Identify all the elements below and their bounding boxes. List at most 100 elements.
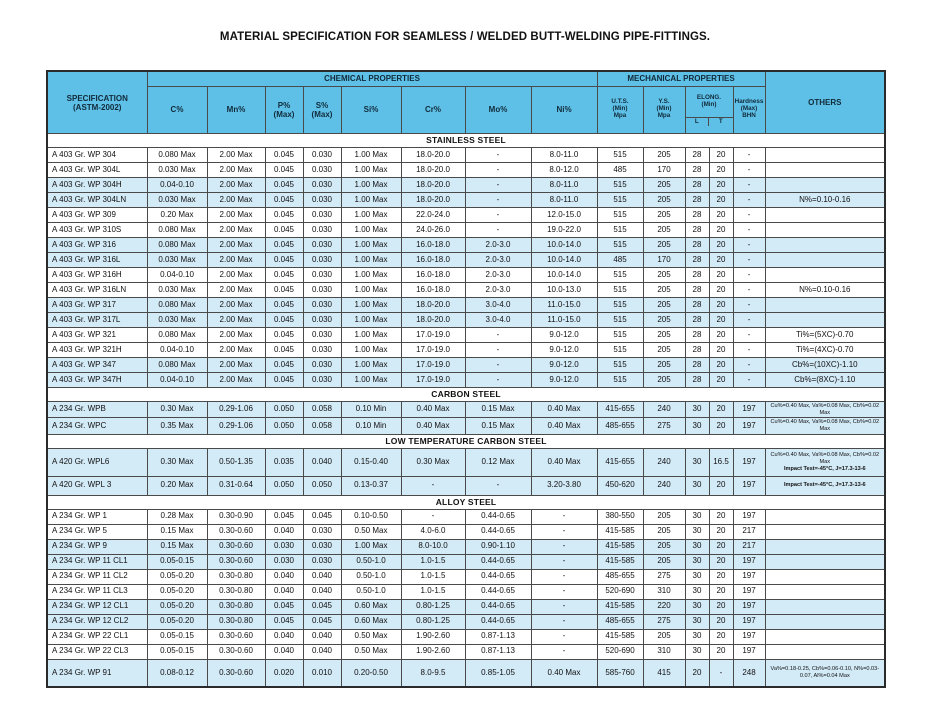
value-cell: -: [464, 372, 532, 389]
value-cell: 0.045: [302, 598, 342, 615]
value-cell: 10.0-14.0: [530, 252, 598, 269]
value-cell: 0.40 Max: [530, 401, 598, 419]
value-cell: 0.045: [302, 613, 342, 630]
spec-cell: A 403 Gr. WP 304H: [46, 177, 148, 194]
value-cell: 0.44-0.65: [464, 553, 532, 570]
header-sub-row: C% Mn% P% (Max) S% (Max) Si% Cr% Mo% Ni%…: [47, 85, 885, 135]
others-cell: [764, 237, 886, 254]
value-cell: 20: [684, 658, 710, 688]
value-cell: 248: [732, 658, 766, 688]
others-cell: N%=0.10-0.16: [764, 192, 886, 209]
value-cell: 16.0-18.0: [400, 237, 466, 254]
value-cell: 0.44-0.65: [464, 523, 532, 540]
value-cell: 1.00 Max: [340, 147, 402, 164]
table-row: A 234 Gr. WPB 0.30 Max 0.29-1.06 0.050 0.058…: [46, 401, 886, 419]
col-header-mn: Mn%: [206, 85, 266, 135]
value-cell: 0.030 Max: [146, 312, 208, 329]
value-cell: 0.30 Max: [146, 447, 208, 477]
value-cell: 485-655: [596, 417, 644, 435]
value-cell: 19.0-22.0: [530, 222, 598, 239]
value-cell: 30: [684, 553, 710, 570]
value-cell: -: [732, 207, 766, 224]
table-row: A 403 Gr. WP 316H 0.04-0.10 2.00 Max 0.045 0…: [46, 267, 886, 284]
value-cell: 1.00 Max: [340, 237, 402, 254]
value-cell: 20: [708, 523, 734, 540]
value-cell: 0.030: [264, 538, 304, 555]
value-cell: 197: [732, 401, 766, 419]
elong-t-label: T: [709, 117, 732, 126]
value-cell: 450-620: [596, 475, 644, 496]
value-cell: 0.080 Max: [146, 357, 208, 374]
value-cell: 0.20 Max: [146, 475, 208, 496]
value-cell: 0.040: [264, 628, 304, 645]
value-cell: 0.035: [264, 447, 304, 477]
value-cell: 28: [684, 207, 710, 224]
value-cell: 20: [708, 598, 734, 615]
value-cell: 275: [642, 613, 686, 630]
value-cell: 0.030: [302, 237, 342, 254]
value-cell: 0.030: [302, 177, 342, 194]
value-cell: 20: [708, 508, 734, 525]
value-cell: -: [464, 475, 532, 496]
header-group-row: SPECIFICATION (ASTM-2002) CHEMICAL PROPE…: [46, 70, 886, 135]
value-cell: 20: [708, 267, 734, 284]
table-row: A 403 Gr. WP 317 0.080 Max 2.00 Max 0.045 0.…: [46, 297, 886, 314]
value-cell: 515: [596, 297, 644, 314]
others-cell: N%=0.10-0.16: [764, 282, 886, 299]
value-cell: 0.050: [302, 475, 342, 496]
others-cell: Cb%=(10XC)-1.10: [764, 357, 886, 374]
value-cell: 1.00 Max: [340, 312, 402, 329]
value-cell: 0.030: [302, 553, 342, 570]
others-line: Impact Test=-45°C, J=17.3-13-6: [783, 482, 866, 489]
others-line: Cu%=0.40 Max, Va%=0.08 Max, Cb%=0.02 Max: [770, 403, 880, 416]
value-cell: 515: [596, 372, 644, 389]
others-cell: Ti%=(4XC)-0.70: [764, 342, 886, 359]
value-cell: 30: [684, 568, 710, 585]
others-cell: Impact Test=-45°C, J=17.3-13-6: [764, 475, 886, 496]
value-cell: 28: [684, 297, 710, 314]
value-cell: 2.00 Max: [206, 342, 266, 359]
value-cell: 20: [708, 583, 734, 600]
value-cell: 0.050: [264, 475, 304, 496]
value-cell: 9.0-12.0: [530, 372, 598, 389]
table-row: A 234 Gr. WP 11 CL3 0.05-0.20 0.30-0.80 0.0…: [46, 583, 886, 600]
value-cell: 0.80-1.25: [400, 598, 466, 615]
others-cell: [764, 643, 886, 660]
value-cell: -: [732, 372, 766, 389]
value-cell: 380-550: [596, 508, 644, 525]
value-cell: 0.030: [302, 282, 342, 299]
table-row: A 234 Gr. WP 11 CL1 0.05-0.15 0.30-0.60 0.0…: [46, 553, 886, 570]
value-cell: 1.00 Max: [340, 357, 402, 374]
value-cell: 217: [732, 523, 766, 540]
others-cell: [764, 508, 886, 525]
value-cell: 0.020: [264, 658, 304, 688]
value-cell: 515: [596, 207, 644, 224]
value-cell: -: [732, 162, 766, 179]
value-cell: 28: [684, 267, 710, 284]
value-cell: 515: [596, 147, 644, 164]
value-cell: 0.50 Max: [340, 628, 402, 645]
value-cell: 30: [684, 475, 710, 496]
value-cell: 205: [642, 372, 686, 389]
value-cell: 3.0-4.0: [464, 312, 532, 329]
value-cell: -: [732, 312, 766, 329]
value-cell: 205: [642, 312, 686, 329]
others-line: Impact Test=-45°C, J=17.3-13-6: [783, 465, 866, 472]
col-header-si: Si%: [340, 85, 402, 135]
value-cell: 0.10 Min: [340, 401, 402, 419]
spec-cell: A 403 Gr. WP 321: [46, 327, 148, 344]
value-cell: 2.0-3.0: [464, 267, 532, 284]
spec-cell: A 403 Gr. WP 316H: [46, 267, 148, 284]
value-cell: -: [732, 252, 766, 269]
value-cell: 30: [684, 523, 710, 540]
value-cell: -: [464, 162, 532, 179]
value-cell: 515: [596, 192, 644, 209]
value-cell: 4.0-6.0: [400, 523, 466, 540]
value-cell: 0.29-1.06: [206, 401, 266, 419]
value-cell: 1.00 Max: [340, 267, 402, 284]
value-cell: 20: [708, 297, 734, 314]
others-line: Ti%=(4XC)-0.70: [796, 344, 854, 354]
value-cell: 0.30-0.60: [206, 553, 266, 570]
value-cell: 3.0-4.0: [464, 297, 532, 314]
